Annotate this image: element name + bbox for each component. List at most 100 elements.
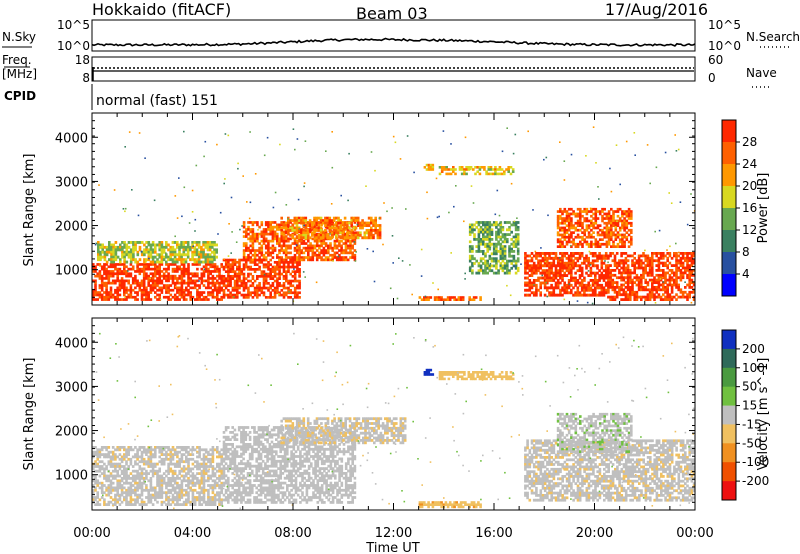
power-cell-r11 xyxy=(657,276,661,280)
power-cell-r0 xyxy=(169,298,173,301)
power-cell-r5 xyxy=(423,296,426,299)
power-cell-r1 xyxy=(202,243,205,247)
power-cell-r0 xyxy=(167,284,170,287)
power-cell-r3 xyxy=(315,244,319,248)
power-cell-r6 xyxy=(503,271,507,275)
power-cell-r1 xyxy=(186,248,190,252)
power-cell-r0 xyxy=(123,281,126,285)
power-cell-r0 xyxy=(98,270,102,273)
power-scatter-cell xyxy=(670,202,673,204)
power-cell-r9 xyxy=(539,266,542,270)
power-cell-r4 xyxy=(343,221,347,225)
power-cell-r2 xyxy=(298,284,301,288)
power-cell-r11 xyxy=(664,278,667,282)
power-cell-r3 xyxy=(296,258,299,262)
power-cell-r11 xyxy=(679,276,683,280)
velocity-cell-r0 xyxy=(105,493,108,497)
power-cell-r3 xyxy=(256,253,259,257)
power-cell-r2 xyxy=(269,275,272,278)
power-cell-r9 xyxy=(596,256,599,260)
power-cell-r10 xyxy=(592,224,595,227)
power-cell-r6 xyxy=(512,250,516,253)
velocity-cell-r0 xyxy=(129,448,133,452)
power-cell-r3 xyxy=(264,223,268,227)
power-cell-r3 xyxy=(251,258,255,262)
velocity-cell-r0 xyxy=(160,493,164,497)
power-cell-r9 xyxy=(541,276,545,280)
power-cell-r11 xyxy=(607,271,610,275)
power-scatter-cell xyxy=(293,268,295,270)
power-cell-r9 xyxy=(574,256,577,260)
power-cell-r11 xyxy=(675,264,678,267)
power-cell-r4 xyxy=(315,229,318,232)
power-cell-r11 xyxy=(690,271,694,275)
power-cell-r11 xyxy=(644,266,647,270)
power-cell-r1 xyxy=(97,253,100,257)
power-cell-r10 xyxy=(625,226,629,230)
power-cell-r2 xyxy=(276,263,279,266)
power-cell-r11 xyxy=(607,281,610,284)
power-cell-r11 xyxy=(629,295,632,299)
power-cell-r0 xyxy=(118,270,122,273)
velocity-cell-r0 xyxy=(136,484,139,487)
power-scatter-cell xyxy=(203,268,206,271)
power-cell-r2 xyxy=(291,279,295,283)
power-scatter-cell xyxy=(585,155,587,157)
power-cell-r3 xyxy=(262,242,266,245)
power-cell-r0 xyxy=(109,295,113,299)
power-cell-r4 xyxy=(287,219,290,223)
power-cell-r0 xyxy=(149,272,153,276)
power-scatter-cell xyxy=(399,158,402,160)
power-cell-r0 xyxy=(142,263,146,266)
power-cell-r3 xyxy=(298,249,301,252)
power-cell-r11 xyxy=(618,290,621,294)
power-cell-r11 xyxy=(657,266,661,270)
power-cell-r1 xyxy=(97,241,100,244)
power-cell-r4 xyxy=(378,231,382,235)
power-cell-r1 xyxy=(149,253,153,257)
power-cell-r10 xyxy=(630,242,633,246)
power-cell-r2 xyxy=(273,293,277,297)
power-cell-r11 xyxy=(686,273,689,277)
power-cell-r4 xyxy=(289,226,292,230)
power-cell-r2 xyxy=(298,279,301,283)
power-cell-r4 xyxy=(302,231,305,235)
velocity-cell-r0 xyxy=(147,455,150,459)
power-cell-r4 xyxy=(363,236,367,240)
velocity-cell-r0 xyxy=(156,469,159,473)
velocity-cell-r0 xyxy=(123,491,126,495)
power-cell-r10 xyxy=(572,210,575,213)
power-cell-r0 xyxy=(125,298,128,301)
power-cell-r3 xyxy=(247,253,250,257)
power-cell-r1 xyxy=(101,255,104,259)
velocity-cell-r0 xyxy=(100,467,104,471)
power-cell-r9 xyxy=(600,293,604,297)
power-cell-r9 xyxy=(546,259,549,263)
power-cell-r9 xyxy=(580,281,584,285)
power-cell-r3 xyxy=(289,258,292,262)
power-scatter-cell xyxy=(426,217,429,220)
power-cell-r3 xyxy=(331,258,334,262)
power-cell-r6 xyxy=(514,240,518,244)
power-cell-r9 xyxy=(552,276,556,280)
power-cell-r1 xyxy=(173,241,177,244)
power-cell-r2 xyxy=(285,272,288,276)
power-cell-r3 xyxy=(311,251,315,255)
velocity-cell-r0 xyxy=(142,460,146,464)
power-cell-r3 xyxy=(260,258,264,262)
power-cell-r1 xyxy=(145,250,148,254)
velocity-cell-r0 xyxy=(118,457,122,461)
velocity-cell-r0 xyxy=(92,479,95,483)
ytick-label: 2000 xyxy=(55,220,88,235)
power-cell-r3 xyxy=(335,223,339,227)
power-cell-r2 xyxy=(231,258,235,262)
power-cell-r4 xyxy=(311,226,314,230)
power-cell-r6 xyxy=(516,250,520,253)
power-cell-r9 xyxy=(524,261,527,265)
power-cell-r3 xyxy=(320,244,323,248)
power-cell-r3 xyxy=(258,242,261,245)
power-cell-r1 xyxy=(129,241,133,244)
power-cell-r1 xyxy=(125,245,129,249)
power-cell-r4 xyxy=(332,219,336,223)
power-cell-r11 xyxy=(611,295,615,299)
